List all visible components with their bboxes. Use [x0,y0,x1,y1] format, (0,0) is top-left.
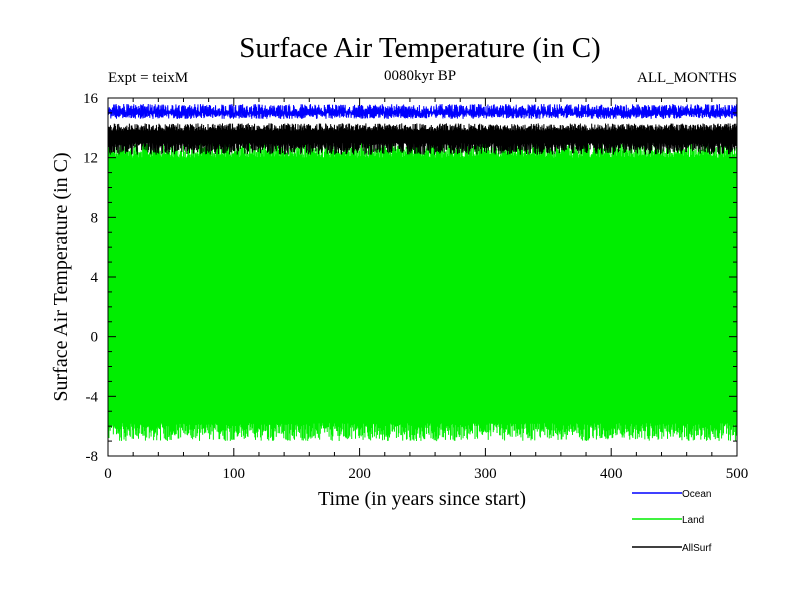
legend-item-ocean: Ocean [632,489,711,500]
x-tick-label: 500 [726,466,749,482]
months-label: ALL_MONTHS [637,70,737,86]
series-ocean-line [107,103,738,119]
legend: Ocean Land AllSurf [632,489,712,554]
x-tick-label: 400 [600,466,623,482]
series-land-line [107,142,738,442]
period-label: 0080kyr BP [384,68,456,84]
y-tick-label: -8 [86,449,99,465]
legend-label: Land [682,515,704,526]
experiment-label: Expt = teixM [108,70,188,86]
legend-item-allsurf: AllSurf [632,543,712,554]
series-layer [107,103,738,442]
legend-item-land: Land [632,515,704,526]
y-tick-label: 0 [91,330,99,346]
x-tick-label: 200 [348,466,371,482]
y-axis-label: Surface Air Temperature (in C) [50,152,72,401]
x-tick-label: 300 [474,466,497,482]
x-tick-label: 100 [223,466,246,482]
legend-label: Ocean [682,489,711,500]
chart-title: Surface Air Temperature (in C) [239,32,600,64]
series-allsurf-line [107,123,738,155]
y-tick-label: 16 [83,91,99,107]
x-tick-label: 0 [104,466,112,482]
y-tick-label: 4 [91,270,99,286]
y-tick-label: 8 [91,210,99,226]
legend-label: AllSurf [682,543,712,554]
y-tick-label: -4 [86,389,99,405]
y-tick-label: 12 [83,151,98,167]
ticks-layer: 0 100 200 300 400 500 -8 -4 0 4 8 12 16 [83,91,748,482]
x-axis-label: Time (in years since start) [318,488,526,510]
